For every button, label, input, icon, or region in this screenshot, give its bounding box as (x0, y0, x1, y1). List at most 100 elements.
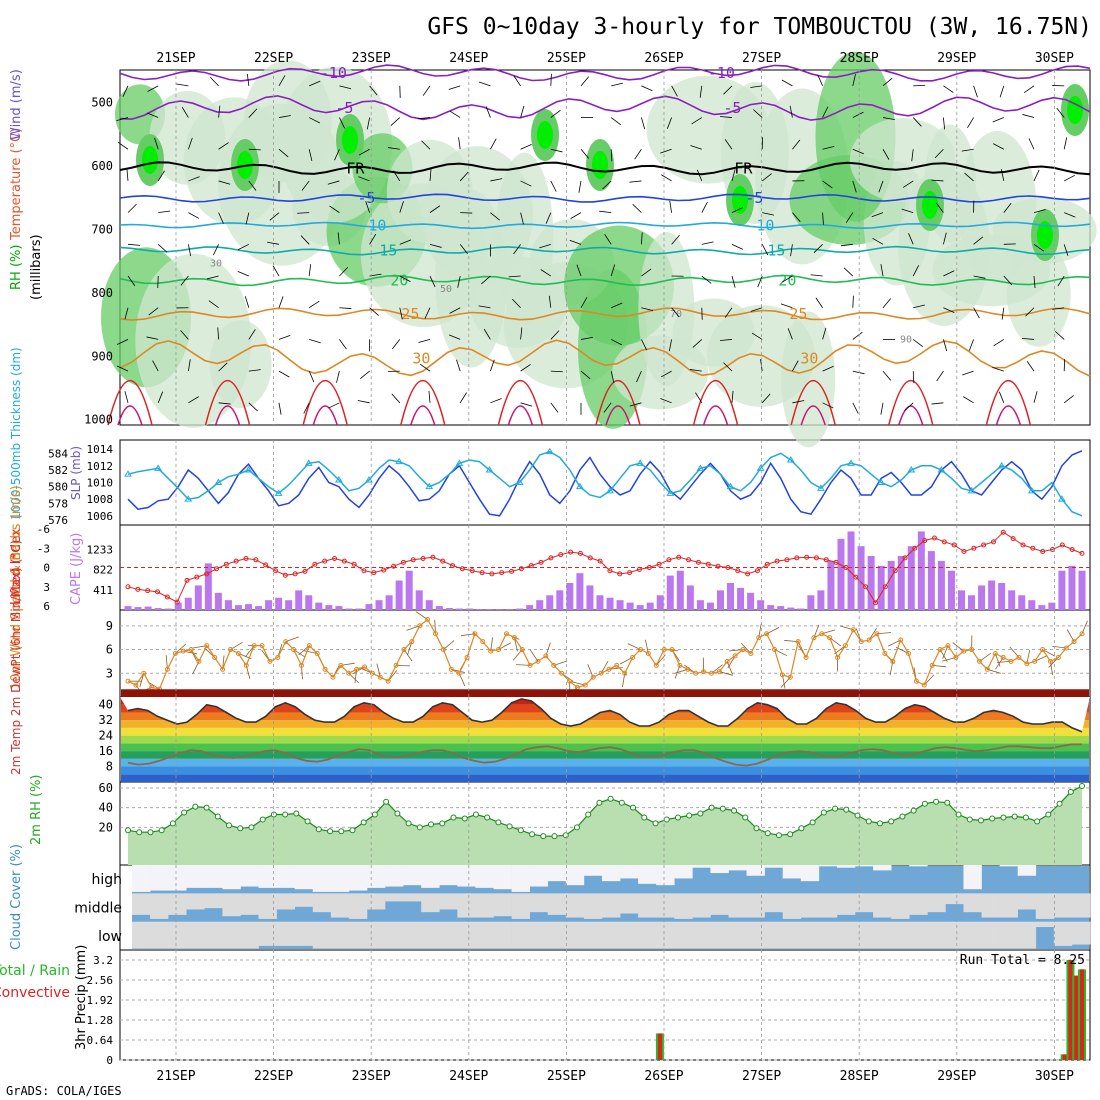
wind-barb (337, 232, 340, 245)
wind-speed-marker (220, 666, 226, 672)
wind-barb (913, 84, 926, 87)
wind-barb (792, 400, 805, 404)
cloud-gap-high (583, 865, 603, 876)
cloud-gap-low (294, 921, 314, 946)
slp-tick-label: 1006 (87, 510, 114, 523)
isotherm-label: -10 (708, 64, 735, 82)
rh-blob (1006, 240, 1071, 347)
cloud-gap-high (710, 865, 729, 874)
wind-barb (660, 370, 672, 378)
lifted-index-marker (784, 557, 790, 563)
lifted-index-marker (341, 558, 347, 564)
thickness-tick-label: 580 (48, 481, 68, 494)
cape-bar (224, 600, 232, 610)
cloud-gap-high (168, 865, 187, 891)
cloud-gap-high (132, 865, 151, 892)
rh-marker (719, 805, 726, 812)
rh-marker (865, 818, 872, 825)
lifted-index-marker (420, 556, 426, 562)
cape-bar (887, 560, 895, 610)
slp-tick-label: 1008 (87, 493, 114, 506)
cloud-gap-middle (186, 893, 205, 910)
cloud-gap-low (710, 921, 729, 949)
cloud-gap-middle (222, 893, 241, 917)
wind-barb (878, 180, 884, 193)
cape-tick-label: 411 (93, 584, 113, 597)
wind-speed-marker (204, 643, 210, 649)
cloud-gap-middle (656, 893, 675, 918)
rh-marker (428, 821, 435, 828)
wind-speed-marker (172, 651, 178, 656)
cape-bar (706, 602, 714, 610)
rh-marker (933, 798, 940, 805)
cape-bar (636, 605, 644, 610)
wind-barb (188, 212, 200, 219)
cloud-gap-high (421, 865, 440, 888)
rh-marker (921, 800, 928, 807)
cloud-gap-middle (782, 893, 802, 919)
wind-speed-marker (496, 647, 502, 653)
thickness-marker (485, 466, 494, 473)
date-label-top: 28SEP (840, 51, 879, 66)
rh-tick-label: 40 (99, 801, 113, 815)
cloud-gap-middle (873, 893, 892, 918)
wind-barb (580, 370, 591, 380)
wind-speed-marker (1032, 658, 1038, 664)
thickness-marker (606, 486, 614, 494)
wind-barb (278, 370, 290, 378)
rh-saturated-blob (592, 151, 608, 179)
isotherm-line (119, 64, 1091, 82)
rh-marker (484, 814, 491, 821)
lifted-index-marker (518, 566, 524, 572)
lifted-index-marker (155, 589, 161, 595)
slp-tick-label: 1014 (87, 443, 114, 456)
wind-barb (1033, 244, 1045, 252)
cloud-gap-high (836, 865, 856, 868)
wind-barb (147, 85, 159, 92)
wind-barb (671, 307, 680, 318)
wind-speed-marker (677, 662, 683, 668)
lifted-index-marker (263, 562, 269, 568)
wind-speed-marker (890, 658, 896, 664)
wind-barb (308, 264, 312, 277)
temp2m-axis-label: 2m Temp 2m DewPt (6hr Min/Max) (°C) (9, 540, 23, 775)
precip-tick-label: 0.64 (87, 1034, 114, 1047)
lifted-index-marker (676, 554, 682, 560)
wind-barb (792, 139, 801, 150)
wind-barb (548, 295, 552, 308)
cape-bar (1048, 602, 1056, 610)
wind-speed-marker (535, 658, 541, 664)
rh-marker (663, 816, 670, 823)
cloud-gap-high (222, 865, 241, 890)
cloud-gap-middle (728, 893, 747, 918)
wind-speed-marker (685, 666, 691, 672)
cloud-gap-low (222, 921, 241, 949)
lifted-index-marker (1079, 550, 1085, 556)
wind-speed-marker (590, 674, 596, 680)
date-label-bottom: 21SEP (156, 1069, 195, 1084)
cloud-gap-middle (439, 893, 458, 910)
rh-marker (910, 807, 917, 814)
wind-barb (209, 76, 219, 87)
date-label-bottom: 28SEP (840, 1069, 879, 1084)
wind-barb (387, 147, 400, 150)
wind-barb (610, 117, 622, 126)
rh-marker (450, 814, 457, 821)
wind-barb (157, 170, 165, 182)
cape-bar (576, 573, 584, 610)
cloud-gap-middle (855, 893, 874, 913)
rh-marker (338, 828, 345, 835)
wind-barb (912, 339, 924, 347)
hot-isotherm-arc (204, 379, 251, 426)
cape-bar (827, 560, 835, 610)
rh-saturated-blob (342, 126, 358, 154)
cape-bar (395, 580, 403, 610)
thickness-tick-label: 582 (48, 464, 68, 477)
cape-bar (1078, 570, 1086, 610)
wind-barb (780, 303, 793, 309)
lifted-index-marker (145, 588, 151, 594)
cloud-gap-high (312, 865, 332, 892)
wind-barb (1057, 275, 1065, 287)
wind-barb (520, 180, 532, 187)
